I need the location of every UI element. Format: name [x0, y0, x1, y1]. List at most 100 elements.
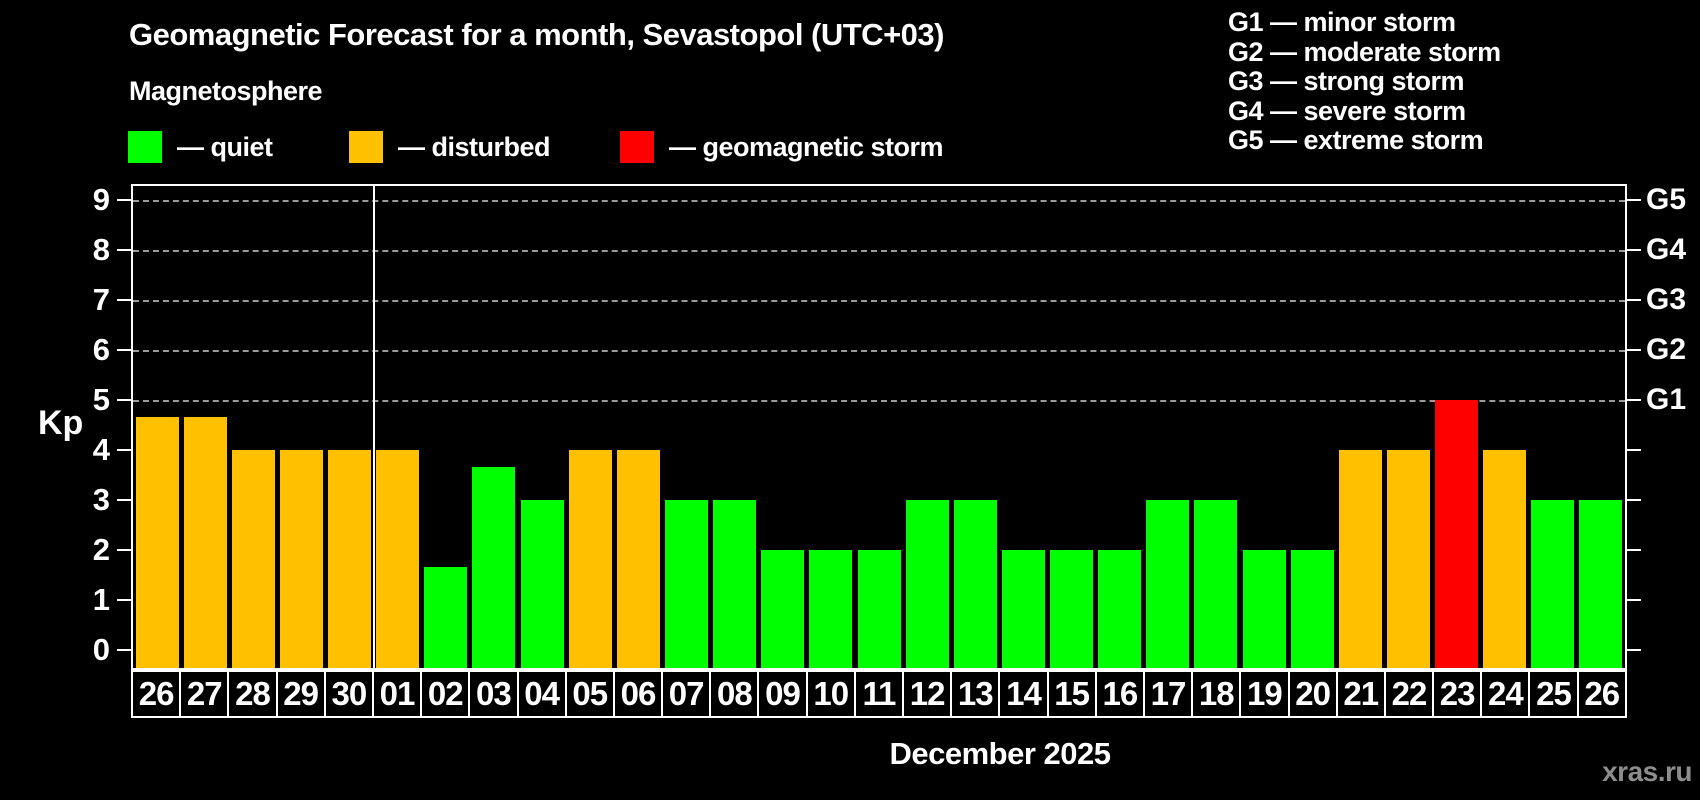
right-tick-kp-4 — [1627, 449, 1641, 451]
plot-area — [131, 184, 1627, 670]
gridline-kp-5 — [133, 400, 1625, 402]
left-tick-kp-1 — [117, 599, 131, 601]
left-tick-kp-3 — [117, 499, 131, 501]
legend-item-storm: — geomagnetic storm — [620, 131, 944, 163]
day-label-24-20: 20 — [1287, 670, 1338, 718]
y-tick-label-9: 9 — [92, 182, 110, 217]
kp-bar-1-day-27 — [183, 416, 227, 668]
kp-bar-29-day-25 — [1531, 500, 1575, 668]
day-label-19-15: 15 — [1046, 670, 1097, 718]
kp-bar-6-day-02 — [424, 566, 468, 668]
right-tick-kp-2 — [1627, 549, 1641, 551]
disturbed-color-swatch — [349, 131, 383, 163]
gridline-kp-7 — [133, 300, 1625, 302]
y-tick-label-5: 5 — [92, 382, 110, 417]
quiet-legend-label: — quiet — [177, 131, 273, 162]
day-label-21-17: 17 — [1142, 670, 1194, 718]
kp-bar-17-day-13 — [953, 500, 997, 668]
y-tick-label-1: 1 — [92, 582, 110, 617]
left-tick-kp-5 — [117, 399, 131, 401]
day-label-6-02: 02 — [420, 670, 471, 718]
disturbed-legend-label: — disturbed — [398, 131, 551, 162]
day-label-2-28: 28 — [227, 670, 278, 718]
month-boundary-line — [373, 186, 375, 668]
y-tick-label-2: 2 — [92, 532, 110, 567]
kp-bar-12-day-08 — [713, 500, 757, 668]
kp-bar-15-day-11 — [857, 550, 901, 668]
g-scale-legend: G1 — minor storm G2 — moderate storm G3 — … — [1228, 7, 1501, 156]
left-tick-kp-2 — [117, 549, 131, 551]
kp-bar-22-day-18 — [1194, 500, 1238, 668]
kp-bar-26-day-22 — [1386, 450, 1430, 668]
right-tick-kp-1 — [1627, 599, 1641, 601]
day-label-30-26: 26 — [1576, 670, 1627, 718]
day-label-3-29: 29 — [275, 670, 326, 718]
kp-bar-4-day-30 — [328, 450, 372, 668]
day-label-1-27: 27 — [179, 670, 230, 718]
kp-bar-11-day-07 — [664, 500, 708, 668]
gridline-kp-9 — [133, 200, 1625, 202]
left-tick-kp-8 — [117, 249, 131, 251]
kp-bar-24-day-20 — [1290, 550, 1334, 668]
month-label: December 2025 — [889, 736, 1112, 771]
kp-bar-16-day-12 — [905, 500, 949, 668]
day-label-20-16: 16 — [1094, 670, 1145, 718]
day-label-28-24: 24 — [1480, 670, 1531, 718]
day-label-10-06: 06 — [612, 670, 664, 718]
kp-bar-13-day-09 — [761, 550, 805, 668]
kp-bar-28-day-24 — [1483, 450, 1527, 668]
day-label-23-19: 19 — [1239, 670, 1290, 718]
storm-color-swatch — [620, 131, 654, 163]
y-tick-label-3: 3 — [92, 482, 110, 517]
day-label-7-03: 03 — [468, 670, 519, 718]
right-tick-kp-0 — [1627, 649, 1641, 651]
kp-bar-7-day-03 — [472, 466, 516, 668]
day-label-8-04: 04 — [516, 670, 567, 718]
day-label-9-05: 05 — [564, 670, 615, 718]
right-tick-kp-3 — [1627, 499, 1641, 501]
y-tick-label-4: 4 — [92, 432, 110, 467]
right-axis-label-g4: G4 — [1646, 233, 1687, 266]
y-tick-label-0: 0 — [92, 632, 110, 667]
day-label-29-25: 25 — [1528, 670, 1579, 718]
quiet-color-swatch — [128, 131, 162, 163]
legend-item-disturbed: — disturbed — [349, 131, 551, 163]
gridline-kp-8 — [133, 250, 1625, 252]
day-label-13-09: 09 — [757, 670, 808, 718]
y-tick-label-7: 7 — [92, 282, 110, 317]
plot-inner — [133, 186, 1625, 668]
day-label-25-21: 21 — [1335, 670, 1386, 718]
kp-bar-14-day-10 — [809, 550, 853, 668]
left-tick-kp-6 — [117, 349, 131, 351]
day-label-14-10: 10 — [805, 670, 856, 718]
chart-title: Geomagnetic Forecast for a month, Sevast… — [129, 17, 944, 52]
day-label-22-18: 18 — [1191, 670, 1242, 718]
kp-bar-9-day-05 — [568, 450, 612, 668]
kp-bar-5-day-01 — [376, 450, 420, 668]
kp-bar-27-day-23 — [1435, 400, 1479, 668]
day-label-16-12: 12 — [902, 670, 953, 718]
day-label-12-08: 08 — [709, 670, 760, 718]
kp-bar-23-day-19 — [1242, 550, 1286, 668]
y-tick-label-6: 6 — [92, 332, 110, 367]
y-tick-label-8: 8 — [92, 232, 110, 267]
day-label-27-23: 23 — [1432, 670, 1483, 718]
kp-bar-2-day-28 — [231, 450, 275, 668]
right-axis-label-g2: G2 — [1646, 333, 1687, 366]
kp-bar-8-day-04 — [520, 500, 564, 668]
legend-item-quiet: — quiet — [128, 131, 273, 163]
left-tick-kp-7 — [117, 299, 131, 301]
g-scale-legend-line-4: G4 — severe storm — [1228, 95, 1466, 126]
magnetosphere-label: Magnetosphere — [129, 76, 323, 106]
right-tick-kp-6 — [1627, 349, 1641, 351]
day-label-4-30: 30 — [323, 670, 374, 718]
day-label-0-26: 26 — [131, 670, 182, 718]
kp-bar-3-day-29 — [279, 450, 323, 668]
g-scale-legend-line-1: G1 — minor storm — [1228, 7, 1456, 37]
left-tick-kp-4 — [117, 449, 131, 451]
right-tick-kp-8 — [1627, 249, 1641, 251]
right-tick-kp-7 — [1627, 299, 1641, 301]
g-scale-legend-line-5: G5 — extreme storm — [1228, 125, 1484, 155]
kp-bar-0-day-26 — [135, 416, 179, 668]
